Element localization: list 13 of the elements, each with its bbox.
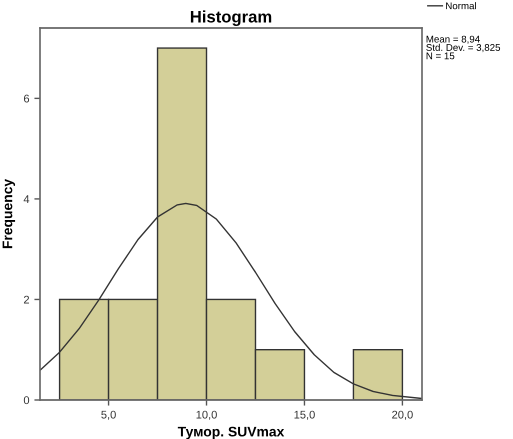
text: Mean = 8,94 Std. Dev. = 3,825 N = 15 xyxy=(426,36,500,60)
legend-label: Normal xyxy=(446,2,476,10)
x-tick-label: 5,0 xyxy=(101,410,116,420)
y-tick-label: 6 xyxy=(24,94,30,103)
chart-title: Histogram xyxy=(190,10,272,26)
x-axis-title: Тумор. SUVmax xyxy=(178,426,284,439)
x-tick-label: 15,0 xyxy=(294,410,315,420)
x-tick-label: 10,0 xyxy=(196,410,217,420)
y-tick-label: 0 xyxy=(24,396,30,404)
y-axis-title: Frequency xyxy=(2,178,16,248)
x-tick-label: 20,0 xyxy=(392,410,413,420)
y-tick-label: 2 xyxy=(24,296,30,304)
y-tick-label: 4 xyxy=(24,195,30,203)
